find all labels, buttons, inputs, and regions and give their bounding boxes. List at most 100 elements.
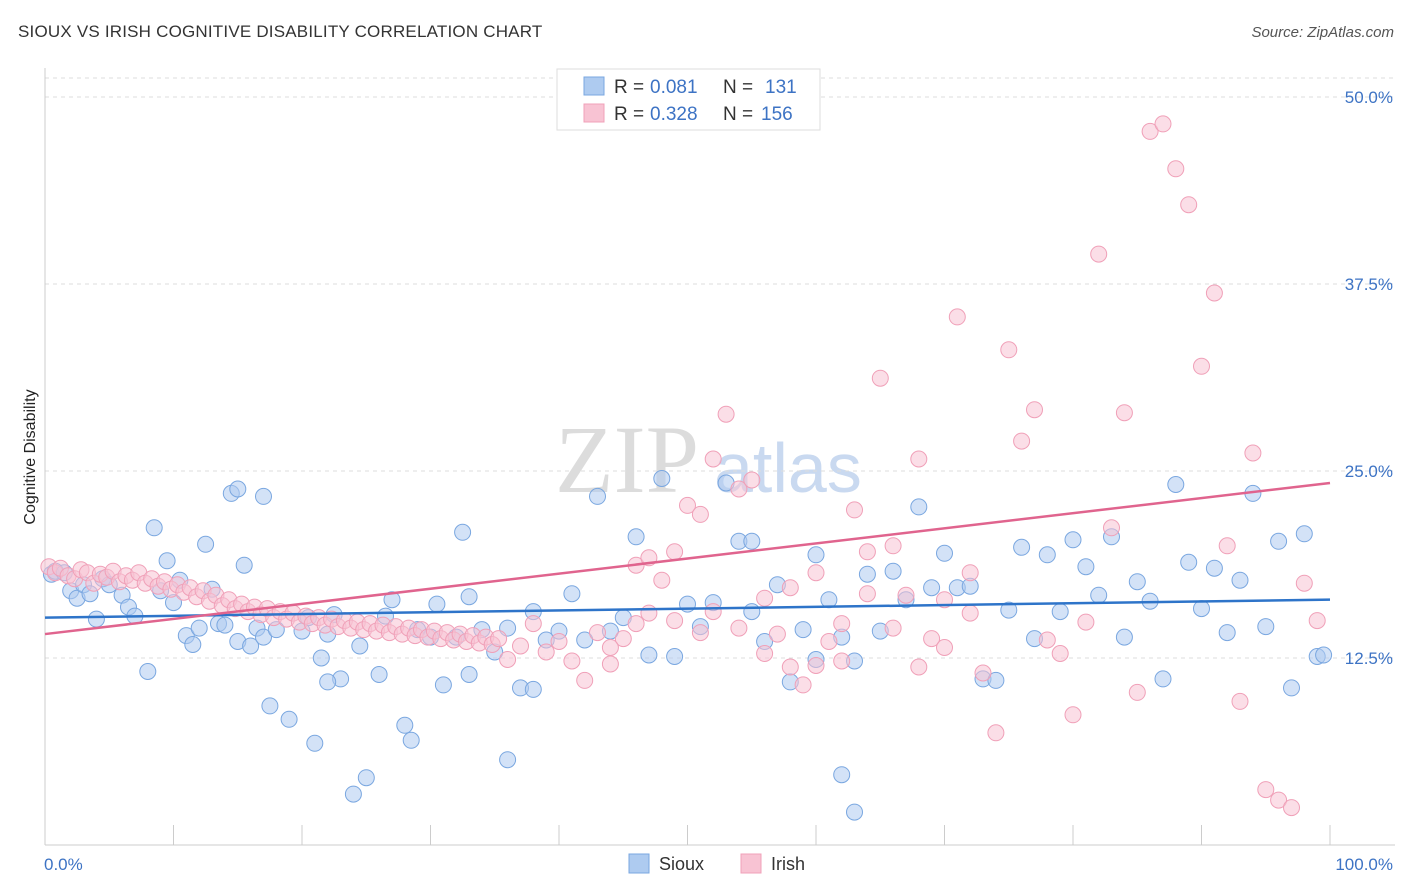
bottom-legend-swatch-sioux <box>628 853 650 874</box>
sioux-point <box>139 663 157 680</box>
legend-swatch-irish <box>583 103 605 123</box>
sioux-point <box>846 803 863 821</box>
bottom-legend: Sioux Irish <box>628 853 805 874</box>
irish-point <box>858 543 876 561</box>
sioux-point <box>499 751 517 769</box>
irish-point <box>910 658 928 676</box>
irish-point <box>807 657 825 674</box>
irish-point <box>1193 357 1210 375</box>
legend-swatch-sioux <box>583 76 605 96</box>
sioux-point <box>434 676 452 694</box>
irish-point <box>936 639 953 656</box>
irish-point <box>1103 519 1120 537</box>
irish-point <box>524 615 542 633</box>
sioux-point <box>312 649 330 667</box>
irish-point <box>858 585 876 603</box>
sioux-point <box>1115 628 1133 646</box>
irish-point <box>691 624 709 642</box>
sioux-point <box>1013 538 1031 556</box>
irish-point <box>1218 537 1236 555</box>
x-axis-ticks <box>44 825 1331 845</box>
irish-point <box>1026 401 1043 419</box>
sioux-point <box>563 585 581 603</box>
sioux-point <box>524 680 542 698</box>
sioux-point <box>428 595 446 613</box>
sioux-point <box>1064 531 1082 549</box>
irish-point <box>781 658 799 676</box>
irish-point <box>627 615 645 633</box>
bottom-legend-swatch-irish <box>740 853 762 874</box>
irish-point <box>576 671 594 689</box>
irish-point <box>871 369 889 387</box>
irish-point <box>730 480 748 498</box>
irish-point <box>1013 432 1031 450</box>
sioux-point <box>396 716 414 734</box>
sioux-point <box>255 487 272 505</box>
irish-point <box>923 630 941 648</box>
sioux-point <box>344 785 362 803</box>
legend-n-value-sioux: 131 <box>765 77 797 98</box>
sioux-point <box>884 562 902 580</box>
legend-n-label-irish: N = <box>723 104 753 125</box>
sioux-point <box>460 588 478 606</box>
irish-point <box>794 676 812 694</box>
sioux-point <box>402 731 420 749</box>
sioux-point <box>820 591 838 609</box>
sioux-point <box>145 519 163 537</box>
sioux-point <box>1051 603 1069 621</box>
sioux-point <box>1154 670 1172 688</box>
irish-point <box>717 405 735 423</box>
irish-point <box>833 652 851 670</box>
x-tick-label-max: 100.0% <box>1335 855 1393 874</box>
sioux-point <box>1000 601 1018 619</box>
x-tick-label-min: 0.0% <box>44 855 83 874</box>
irish-point <box>884 619 902 637</box>
irish-point <box>730 619 748 637</box>
sioux-point <box>1167 476 1185 493</box>
sioux-point <box>460 666 478 683</box>
irish-point <box>589 624 606 642</box>
irish-point <box>1244 444 1262 462</box>
irish-point <box>1308 612 1326 630</box>
sioux-point <box>1205 559 1223 577</box>
sioux-point <box>1315 646 1333 664</box>
y-tick-label: 12.5% <box>1345 649 1393 668</box>
irish-point <box>537 643 555 661</box>
irish-point <box>499 651 517 668</box>
irish-point <box>807 564 825 582</box>
sioux-point <box>589 487 606 505</box>
sioux-point <box>743 603 761 621</box>
irish-point <box>653 571 671 589</box>
sioux-point <box>261 697 279 715</box>
sioux-point <box>794 621 812 639</box>
sioux-trend-line <box>44 598 1331 619</box>
sioux-point <box>351 637 369 655</box>
irish-point <box>1090 245 1108 263</box>
irish-point <box>1167 160 1185 178</box>
irish-point <box>679 496 696 514</box>
sioux-point <box>158 552 176 570</box>
irish-point <box>704 450 722 468</box>
sioux-point <box>666 648 684 665</box>
irish-point <box>1154 115 1172 133</box>
legend-r-label-irish: R = <box>614 104 644 125</box>
irish-point <box>974 664 992 682</box>
sioux-point <box>576 631 594 649</box>
sioux-point <box>216 616 234 634</box>
irish-point <box>490 630 508 648</box>
sioux-point <box>1295 525 1313 543</box>
irish-point <box>987 724 1005 742</box>
sioux-point <box>235 556 253 574</box>
sioux-point <box>280 710 298 728</box>
sioux-point <box>743 532 761 550</box>
irish-point <box>884 537 902 555</box>
sioux-point <box>833 766 851 784</box>
sioux-point <box>255 628 272 646</box>
irish-point <box>666 543 684 561</box>
sioux-point <box>1283 679 1300 697</box>
irish-point <box>1115 404 1133 422</box>
irish-point <box>1257 781 1275 799</box>
sioux-point <box>190 619 208 637</box>
irish-point <box>948 308 966 326</box>
irish-point <box>961 564 979 582</box>
